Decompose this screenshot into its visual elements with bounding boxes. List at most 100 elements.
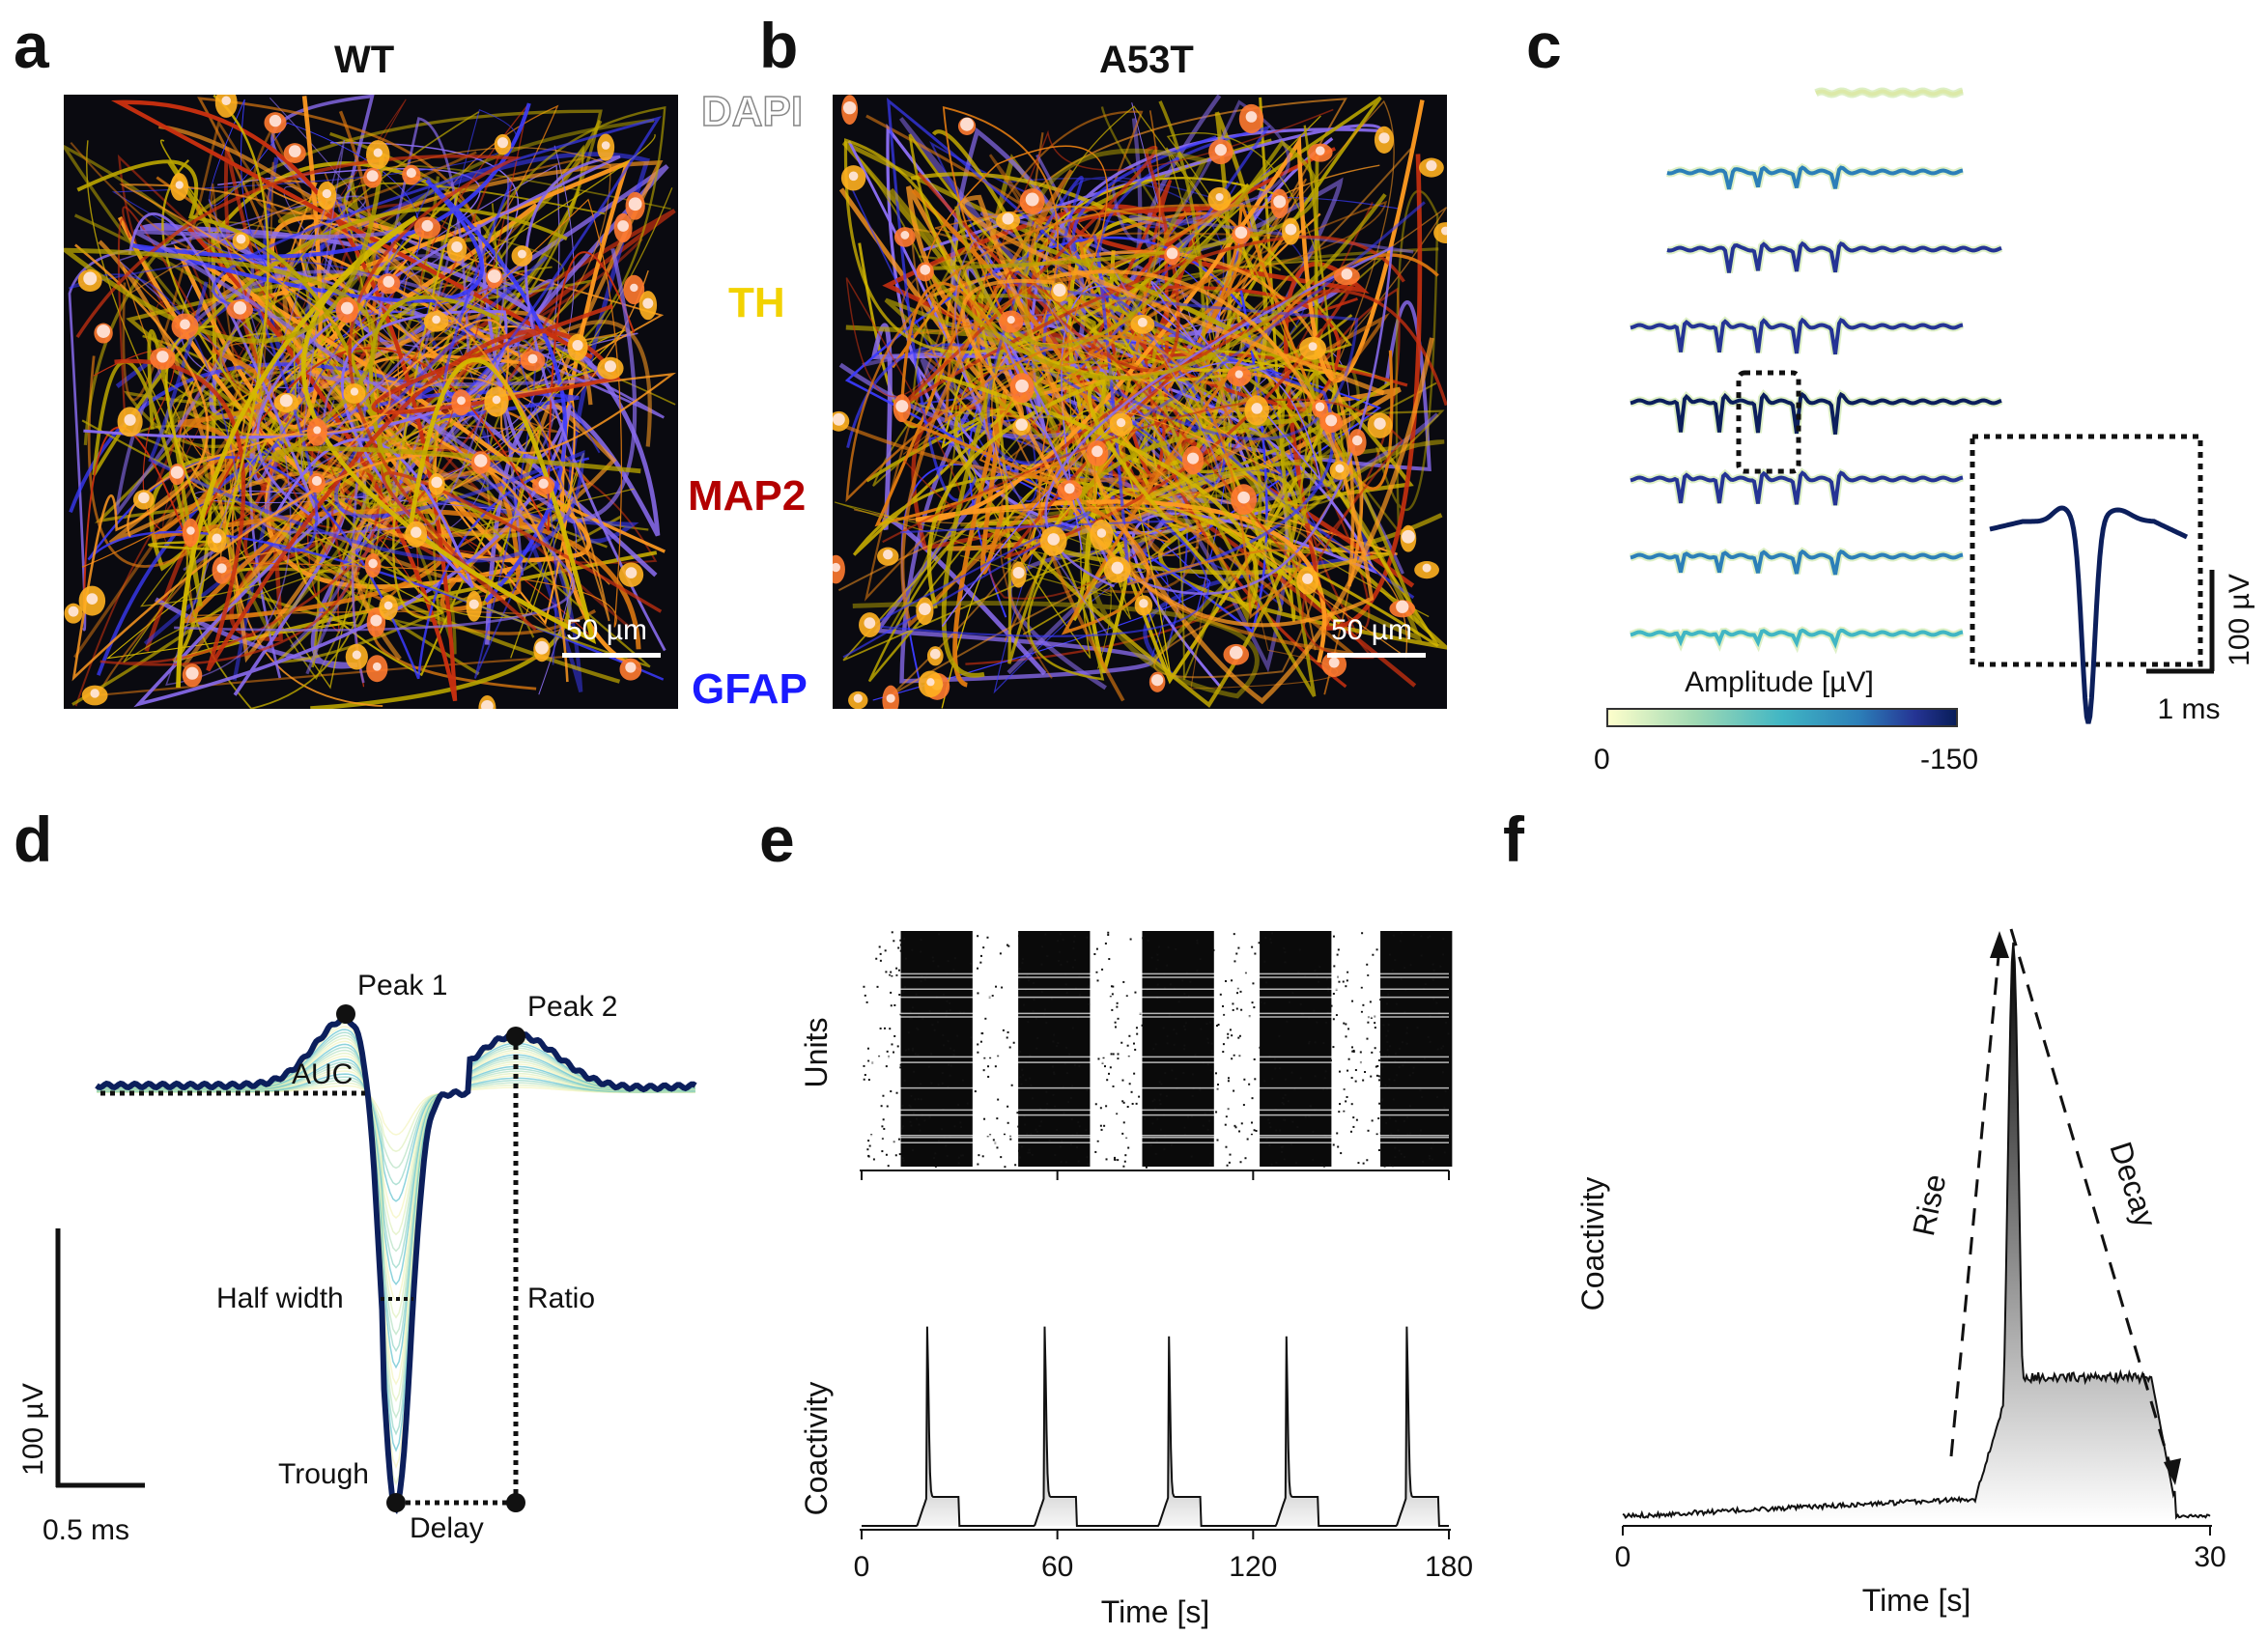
nucleus bbox=[1012, 567, 1025, 579]
raster-spike bbox=[1397, 1129, 1400, 1132]
raster-spike bbox=[1227, 1080, 1230, 1083]
raster-spike bbox=[1006, 1105, 1009, 1108]
raster-spike bbox=[1087, 985, 1090, 988]
nucleus bbox=[124, 413, 136, 426]
raster-spike bbox=[1175, 947, 1177, 950]
raster-spike bbox=[1099, 1107, 1102, 1110]
raster-spike bbox=[1020, 1083, 1023, 1085]
raster-spike bbox=[1275, 1161, 1278, 1164]
raster-spike bbox=[899, 939, 902, 942]
raster-spike bbox=[1128, 1034, 1131, 1037]
raster-spike bbox=[901, 1104, 904, 1107]
raster-spike bbox=[899, 1066, 902, 1069]
e-ylabel-units: Units bbox=[799, 1018, 834, 1088]
raster-spike bbox=[1378, 1102, 1381, 1105]
raster-spike bbox=[1165, 1094, 1168, 1097]
nucleus bbox=[1006, 316, 1015, 324]
raster-spike bbox=[1054, 1105, 1057, 1108]
neurite bbox=[898, 145, 1405, 409]
raster-spike bbox=[1394, 959, 1397, 962]
raster-spike bbox=[1145, 1166, 1148, 1169]
neurite bbox=[277, 105, 666, 630]
raster-spike bbox=[923, 978, 926, 981]
raster-spike bbox=[1371, 1119, 1374, 1122]
raster-spike bbox=[890, 1004, 893, 1007]
raster-spike bbox=[1378, 1079, 1381, 1082]
raster-spike bbox=[1134, 991, 1137, 994]
a53t-micrograph-image bbox=[833, 95, 1447, 709]
raster-spike bbox=[891, 974, 893, 977]
raster-spike bbox=[1397, 1138, 1400, 1141]
raster-spike bbox=[1164, 1072, 1167, 1075]
raster-spike bbox=[1170, 1143, 1173, 1146]
raster-spike bbox=[1351, 1050, 1354, 1053]
raster-spike bbox=[891, 1043, 893, 1046]
raster-spike bbox=[949, 1009, 951, 1012]
raster-spike bbox=[930, 1053, 933, 1056]
raster-spike bbox=[1279, 1129, 1282, 1132]
nucleus bbox=[1374, 417, 1386, 430]
raster-spike bbox=[999, 952, 1002, 955]
raster-spike bbox=[904, 1049, 907, 1052]
raster-spike bbox=[960, 1126, 963, 1129]
raster-spike bbox=[1242, 1104, 1245, 1107]
raster-spike bbox=[1387, 993, 1390, 996]
raster-spike bbox=[1400, 1152, 1403, 1155]
raster-spike bbox=[898, 994, 901, 997]
raster-spike bbox=[1246, 1138, 1249, 1141]
raster-spike bbox=[1308, 1115, 1311, 1118]
raster-spike bbox=[864, 1074, 866, 1077]
nucleus bbox=[1316, 146, 1325, 155]
spike-highlight-box bbox=[1736, 370, 1801, 474]
neurite bbox=[185, 182, 606, 709]
raster-spike bbox=[934, 1165, 937, 1168]
raster-spike bbox=[1420, 954, 1423, 957]
raster-spike bbox=[1094, 1150, 1097, 1153]
electrode-trace bbox=[1630, 391, 2002, 435]
raster-spike bbox=[1158, 1081, 1161, 1084]
raster-spike bbox=[1159, 1128, 1162, 1131]
raster-spike bbox=[1103, 1124, 1106, 1127]
raster-spike bbox=[1347, 1028, 1350, 1030]
raster-spike bbox=[890, 971, 893, 973]
nucleus bbox=[68, 606, 79, 617]
raster-spike bbox=[1324, 1021, 1327, 1024]
raster-spike bbox=[952, 969, 955, 972]
raster-spike bbox=[1060, 963, 1063, 966]
raster-spike bbox=[900, 1011, 903, 1014]
raster-spike bbox=[1268, 1121, 1271, 1124]
raster-spike bbox=[1224, 979, 1227, 982]
electrode-trace bbox=[1630, 470, 1964, 506]
neurite bbox=[212, 115, 663, 552]
raster-spike bbox=[1340, 1152, 1343, 1155]
raster-spike bbox=[1431, 1158, 1433, 1161]
raster-spike bbox=[910, 1017, 913, 1020]
raster-spike bbox=[1259, 1046, 1262, 1049]
raster-spike bbox=[1432, 969, 1435, 972]
raster-spike bbox=[1126, 1106, 1129, 1109]
raster-spike bbox=[907, 1031, 910, 1034]
raster-spike bbox=[1388, 1116, 1391, 1119]
raster-spike bbox=[949, 1135, 951, 1138]
raster-spike bbox=[979, 1040, 982, 1043]
raster-spike bbox=[889, 1028, 892, 1030]
scalebar-label-a: 50 µm bbox=[566, 614, 647, 646]
neurite bbox=[68, 177, 557, 665]
rise-label: Rise bbox=[1906, 1171, 1953, 1239]
raster-spike bbox=[1388, 1085, 1391, 1087]
neurite bbox=[1100, 106, 1439, 536]
raster-spike bbox=[1116, 1005, 1119, 1008]
raster-spike bbox=[864, 994, 866, 997]
raster-spike bbox=[1330, 1004, 1333, 1007]
raster-spike bbox=[1260, 1001, 1262, 1003]
raster-spike bbox=[1296, 1126, 1299, 1129]
decay-arrowhead bbox=[2164, 1458, 2181, 1485]
raster-spike bbox=[1291, 1120, 1294, 1123]
raster-spike bbox=[1108, 1072, 1111, 1075]
electrode-trace bbox=[1630, 628, 1964, 649]
d-scale-x-label: 0.5 ms bbox=[43, 1514, 129, 1546]
stain-label-dapi: DAPI bbox=[700, 88, 804, 135]
raster-spike bbox=[1168, 1013, 1171, 1016]
raster-spike bbox=[1264, 937, 1267, 940]
raster-spike bbox=[1316, 974, 1318, 977]
